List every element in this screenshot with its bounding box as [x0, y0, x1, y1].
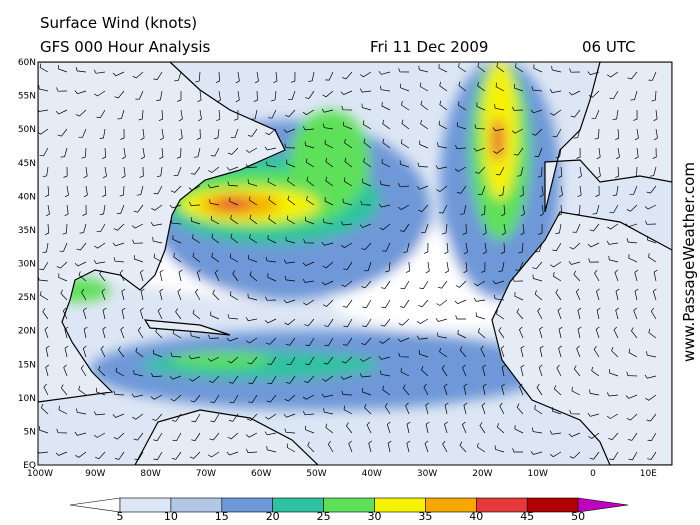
lat-label: 25N [18, 293, 36, 303]
lat-label: 45N [18, 159, 36, 169]
coastlines [38, 62, 672, 465]
lat-label: 5N [24, 427, 36, 437]
lat-label: 20N [18, 327, 36, 337]
colorbar-label: 35 [418, 510, 432, 523]
wind-barbs [38, 62, 658, 461]
colorbar-arrow-high [577, 497, 629, 513]
lon-label: 100W [27, 469, 53, 479]
watermark: www.PassageWeather.com [680, 162, 698, 362]
lon-label: 60W [251, 469, 271, 479]
lon-label: 70W [196, 469, 216, 479]
lon-label: 20W [472, 469, 492, 479]
colorbar: 5 10 15 20 25 30 35 40 45 50 [69, 497, 629, 523]
lon-label: 90W [85, 469, 105, 479]
time: 06 UTC [582, 38, 636, 56]
colorbar-label: 20 [266, 510, 280, 523]
colorbar-label: 30 [368, 510, 382, 523]
lon-label: 50W [306, 469, 326, 479]
colorbar-label: 50 [571, 510, 585, 523]
lat-label: 15N [18, 360, 36, 370]
map [38, 62, 672, 465]
colorbar-label: 40 [469, 510, 483, 523]
lon-label: 0 [590, 469, 596, 479]
colorbar-label: 5 [117, 510, 124, 523]
colorbar-arrow-low [69, 497, 121, 513]
lon-label: 30W [417, 469, 437, 479]
lat-label: 30N [18, 260, 36, 270]
colorbar-label: 10 [164, 510, 178, 523]
title: Surface Wind (knots) [40, 14, 197, 32]
lon-label: 10E [640, 469, 657, 479]
lon-label: 80W [140, 469, 160, 479]
lat-label: 55N [18, 92, 36, 102]
colorbar-label: 25 [317, 510, 331, 523]
lon-label: 40W [362, 469, 382, 479]
subtitle: GFS 000 Hour Analysis [40, 38, 211, 56]
colorbar-label: 45 [520, 510, 534, 523]
lat-label: EQ [23, 461, 36, 471]
map-frame [37, 61, 673, 466]
lat-label: 60N [18, 58, 36, 68]
lat-label: 10N [18, 394, 36, 404]
lat-label: 50N [18, 125, 36, 135]
colorbar-label: 15 [215, 510, 229, 523]
lat-label: 40N [18, 192, 36, 202]
lon-label: 10W [528, 469, 548, 479]
lat-label: 35N [18, 226, 36, 236]
date: Fri 11 Dec 2009 [370, 38, 488, 56]
